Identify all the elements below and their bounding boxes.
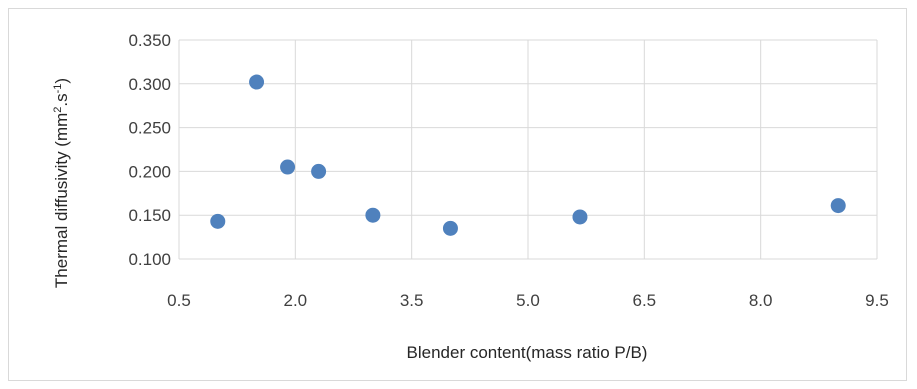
y-axis-title-main: Thermal diffusivity (mm: [52, 113, 71, 288]
y-axis-title-sup2: -1: [52, 84, 64, 94]
x-tick-label: 0.5: [167, 291, 191, 310]
x-tick-label: 5.0: [516, 291, 540, 310]
x-tick-label: 9.5: [865, 291, 889, 310]
data-point: [249, 74, 265, 90]
data-point: [311, 163, 327, 179]
y-tick-label: 0.250: [128, 119, 171, 138]
chart-area: [8, 8, 907, 381]
data-points: [210, 74, 846, 236]
y-axis-title-mid: .s: [52, 93, 71, 106]
x-axis-title: Blender content(mass ratio P/B): [407, 343, 648, 362]
y-tick-label: 0.200: [128, 162, 171, 181]
data-point: [830, 198, 846, 214]
y-tick-label: 0.300: [128, 75, 171, 94]
x-tick-label: 8.0: [749, 291, 773, 310]
x-tick-label: 3.5: [400, 291, 424, 310]
gridlines: [178, 39, 878, 260]
y-axis-ticks: 0.100 0.150 0.200 0.250 0.300 0.350: [128, 31, 171, 269]
data-point: [210, 213, 226, 229]
x-tick-label: 6.5: [633, 291, 657, 310]
x-tick-label: 2.0: [284, 291, 308, 310]
y-axis-title-end: ): [52, 78, 71, 84]
data-point: [572, 209, 588, 225]
y-tick-label: 0.100: [128, 250, 171, 269]
y-axis-title: Thermal diffusivity (mm2.s-1): [52, 78, 71, 288]
y-tick-label: 0.150: [128, 206, 171, 225]
data-point: [442, 220, 458, 236]
data-point: [280, 159, 296, 175]
y-axis-title-sup1: 2: [52, 107, 64, 113]
data-point: [365, 207, 381, 223]
y-tick-label: 0.350: [128, 31, 171, 50]
x-axis-ticks: 0.5 2.0 3.5 5.0 6.5 8.0 9.5: [167, 291, 889, 310]
